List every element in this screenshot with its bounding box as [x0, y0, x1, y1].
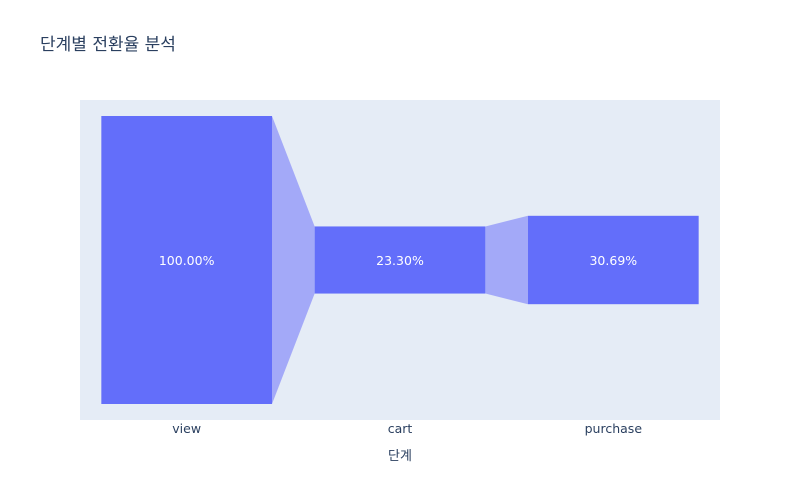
funnel-bar-view[interactable] [101, 116, 272, 404]
value-label: 30.69% [589, 253, 637, 268]
x-tick-label: view [172, 421, 201, 436]
value-label: 100.00% [159, 253, 215, 268]
x-tick-label: cart [388, 421, 413, 436]
funnel-bar-purchase[interactable] [528, 215, 699, 305]
x-tick-layer: view cart purchase [172, 421, 642, 436]
x-tick-label: purchase [585, 421, 643, 436]
funnel-connector [272, 116, 315, 404]
value-label: 23.30% [376, 253, 424, 268]
x-axis-title: 단계 [388, 449, 412, 464]
funnel-bar-cart[interactable] [314, 226, 486, 294]
bar-layer [101, 116, 699, 404]
connector-layer [272, 116, 528, 404]
value-label-layer: 100.00% 23.30% 30.69% [159, 253, 637, 268]
chart-title: 단계별 전환율 분석 [40, 35, 176, 55]
funnel-connector [485, 215, 528, 305]
